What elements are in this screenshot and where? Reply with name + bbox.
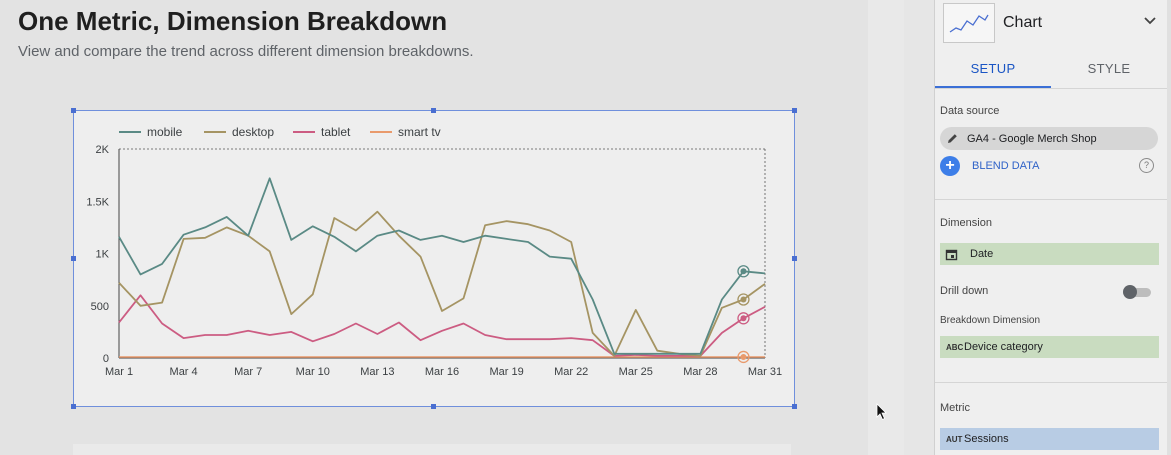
x-tick-label: Mar 25 — [619, 366, 653, 378]
line-chart-icon — [943, 3, 995, 43]
divider — [935, 382, 1167, 383]
x-tick-label: Mar 22 — [554, 366, 588, 378]
canvas-gutter — [868, 0, 904, 455]
dimension-name: Date — [970, 248, 994, 260]
tab-setup[interactable]: SETUP — [935, 52, 1051, 88]
page-subtitle: View and compare the trend across differ… — [18, 43, 474, 60]
legend-label: tablet — [321, 125, 351, 139]
panel-edge — [1167, 0, 1171, 455]
data-source-label: Data source — [940, 105, 1000, 117]
data-point — [740, 268, 747, 275]
resize-handle[interactable] — [71, 108, 76, 113]
y-tick-label: 1.5K — [86, 196, 109, 208]
divider — [935, 199, 1167, 200]
chart-type-picker[interactable]: Chart — [943, 0, 1160, 46]
data-point — [740, 353, 747, 360]
data-point-marker — [737, 293, 750, 306]
data-source-name: GA4 - Google Merch Shop — [967, 132, 1097, 145]
chart-type-label: Chart — [1003, 14, 1043, 31]
page-title: One Metric, Dimension Breakdown — [18, 6, 448, 36]
resize-handle[interactable] — [792, 108, 797, 113]
x-tick-label: Mar 1 — [105, 366, 133, 378]
series-line-mobile — [118, 177, 766, 355]
y-tick-label: 2K — [96, 144, 110, 156]
x-tick-label: Mar 10 — [296, 366, 330, 378]
breakdown-dimension-name: Device category — [964, 341, 1043, 353]
chart-svg: 0 500 1K 1.5K 2K Mar 1 Mar 4 Mar 7 Mar 10 Mar 13… — [86, 125, 782, 378]
resize-handle[interactable] — [792, 404, 797, 409]
resize-handle[interactable] — [71, 256, 76, 261]
resize-handle[interactable] — [431, 108, 436, 113]
legend-label: mobile — [147, 125, 183, 139]
panel-tabs: SETUP STYLE — [935, 52, 1167, 89]
x-tick-label: Mar 28 — [683, 366, 717, 378]
drill-down-label: Drill down — [940, 285, 989, 297]
series-line-tablet — [118, 294, 766, 357]
data-source-chip[interactable]: GA4 - Google Merch Shop — [940, 127, 1158, 150]
properties-panel: Chart SETUP STYLE Data source GA4 - Goog… — [934, 0, 1167, 455]
blend-data-label: BLEND DATA — [972, 160, 1040, 172]
calendar-icon — [945, 248, 958, 261]
data-point-marker — [737, 312, 750, 325]
plus-icon: + — [940, 156, 960, 176]
number-type-icon: AUT — [946, 434, 963, 444]
breakdown-dimension-chip[interactable]: ABC Device category — [940, 336, 1159, 358]
resize-handle[interactable] — [431, 404, 436, 409]
y-tick-label: 0 — [103, 353, 109, 365]
y-tick-label: 500 — [91, 301, 109, 313]
series-line-desktop — [118, 210, 766, 357]
drill-down-toggle[interactable] — [1123, 285, 1153, 299]
report-canvas[interactable]: One Metric, Dimension Breakdown View and… — [0, 0, 868, 455]
x-tick-label: Mar 16 — [425, 366, 459, 378]
next-chart-card[interactable] — [73, 444, 791, 455]
data-point — [740, 315, 747, 322]
blend-data-button[interactable]: + BLEND DATA ? — [940, 155, 1158, 177]
resize-handle[interactable] — [71, 404, 76, 409]
x-tick-label: Mar 31 — [748, 366, 782, 378]
x-tick-label: Mar 13 — [360, 366, 394, 378]
legend-label: desktop — [232, 125, 274, 139]
x-tick-label: Mar 4 — [170, 366, 198, 378]
resize-handle[interactable] — [792, 256, 797, 261]
chevron-down-icon[interactable] — [1142, 12, 1158, 33]
pencil-icon[interactable] — [946, 132, 959, 145]
y-tick-label: 1K — [96, 249, 110, 261]
metric-name: Sessions — [964, 433, 1009, 445]
data-point-marker — [737, 265, 750, 278]
help-icon[interactable]: ? — [1139, 158, 1154, 173]
text-type-icon: ABC — [946, 342, 964, 352]
mouse-cursor-icon — [876, 403, 888, 426]
metric-label: Metric — [940, 402, 970, 414]
x-tick-label: Mar 19 — [489, 366, 523, 378]
breakdown-dimension-label: Breakdown Dimension — [940, 315, 1041, 326]
dimension-label: Dimension — [940, 217, 992, 229]
data-point — [740, 296, 747, 303]
data-point-marker — [737, 350, 750, 364]
legend-label: smart tv — [398, 125, 441, 139]
toggle-track — [1127, 288, 1151, 297]
time-series-chart[interactable]: 0 500 1K 1.5K 2K Mar 1 Mar 4 Mar 7 Mar 10 Mar 13… — [73, 110, 795, 407]
tab-style[interactable]: STYLE — [1087, 61, 1131, 76]
metric-chip[interactable]: AUT Sessions — [940, 428, 1159, 450]
dimension-chip[interactable]: Date — [940, 243, 1159, 265]
x-tick-label: Mar 7 — [234, 366, 262, 378]
toggle-knob — [1123, 285, 1137, 299]
